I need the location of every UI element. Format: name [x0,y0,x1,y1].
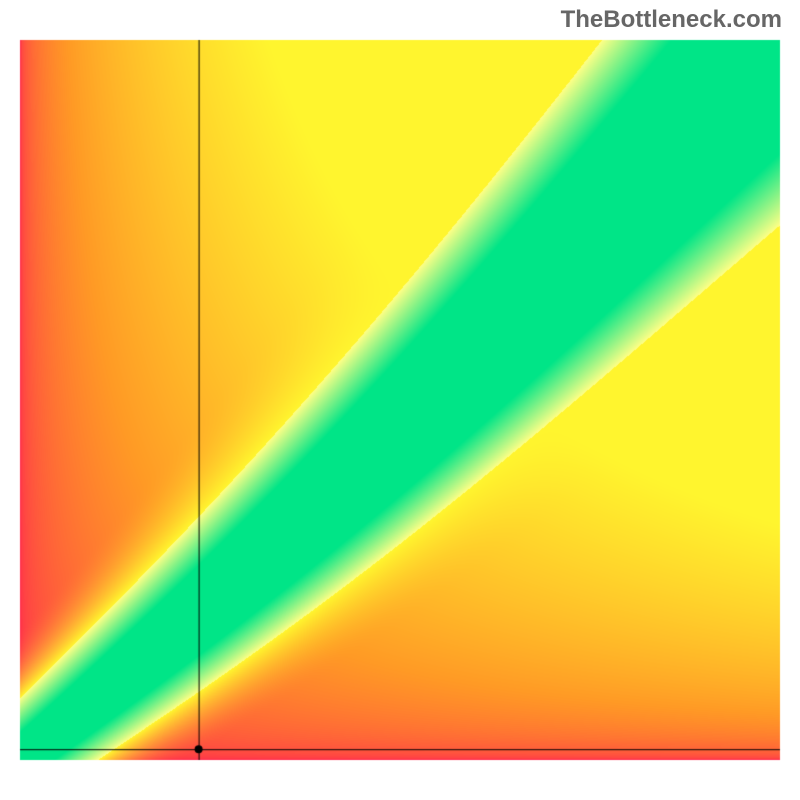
bottleneck-heatmap [0,0,800,800]
watermark-text: TheBottleneck.com [561,6,782,34]
chart-container: TheBottleneck.com [0,0,800,800]
